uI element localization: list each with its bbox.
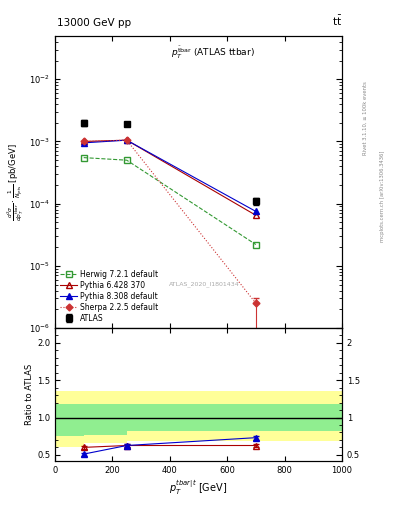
Line: Pythia 8.308 default: Pythia 8.308 default bbox=[81, 137, 259, 215]
Pythia 6.428 370 bbox=[125, 137, 129, 143]
Y-axis label: Ratio to ATLAS: Ratio to ATLAS bbox=[25, 364, 34, 425]
Sherpa 2.2.5 default bbox=[81, 138, 86, 144]
Pythia 8.308 default bbox=[81, 140, 86, 146]
Pythia 8.308 default bbox=[253, 208, 258, 215]
Line: Herwig 7.2.1 default: Herwig 7.2.1 default bbox=[81, 155, 259, 248]
Y-axis label: $\frac{d^2\sigma}{dp^{\rm tbar}_T}\cdot\frac{1}{N_{\rm jets}}$ [pb/GeV]: $\frac{d^2\sigma}{dp^{\rm tbar}_T}\cdot\… bbox=[6, 143, 26, 221]
Text: t$\bar{\rm t}$: t$\bar{\rm t}$ bbox=[332, 14, 342, 28]
Sherpa 2.2.5 default bbox=[125, 137, 129, 143]
Text: ATLAS_2020_I1801434: ATLAS_2020_I1801434 bbox=[169, 281, 240, 287]
Sherpa 2.2.5 default bbox=[253, 300, 258, 306]
X-axis label: $p^{\mathit{tbar|t}}_T$ [GeV]: $p^{\mathit{tbar|t}}_T$ [GeV] bbox=[169, 479, 228, 497]
Line: Pythia 6.428 370: Pythia 6.428 370 bbox=[81, 137, 259, 219]
Pythia 6.428 370 bbox=[253, 212, 258, 218]
Legend: Herwig 7.2.1 default, Pythia 6.428 370, Pythia 8.308 default, Sherpa 2.2.5 defau: Herwig 7.2.1 default, Pythia 6.428 370, … bbox=[59, 268, 160, 324]
Pythia 8.308 default bbox=[125, 137, 129, 143]
Herwig 7.2.1 default bbox=[253, 242, 258, 248]
Text: mcplots.cern.ch [arXiv:1306.3436]: mcplots.cern.ch [arXiv:1306.3436] bbox=[380, 151, 385, 242]
Line: Sherpa 2.2.5 default: Sherpa 2.2.5 default bbox=[81, 138, 258, 306]
Pythia 6.428 370 bbox=[81, 138, 86, 144]
Herwig 7.2.1 default bbox=[125, 157, 129, 163]
Text: 13000 GeV pp: 13000 GeV pp bbox=[57, 18, 131, 28]
Text: $p_T^{\rm\bar{t}bar}$ (ATLAS ttbar): $p_T^{\rm\bar{t}bar}$ (ATLAS ttbar) bbox=[171, 45, 255, 61]
Herwig 7.2.1 default bbox=[81, 155, 86, 161]
Text: Rivet 3.1.10, ≥ 100k events: Rivet 3.1.10, ≥ 100k events bbox=[362, 81, 367, 155]
